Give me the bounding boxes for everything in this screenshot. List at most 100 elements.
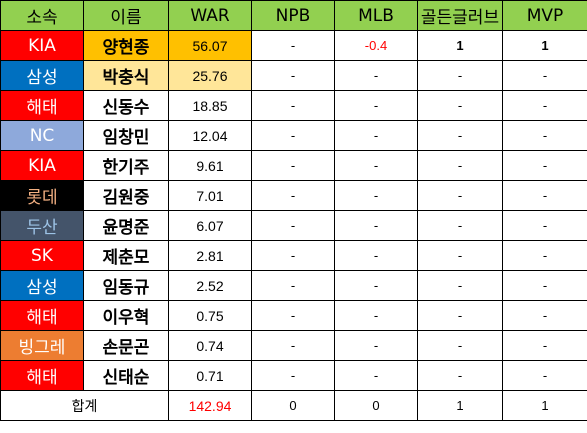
war-cell[interactable]: 2.81 bbox=[168, 240, 252, 271]
player-name-cell[interactable]: 박충식 bbox=[83, 60, 169, 91]
war-cell[interactable]: 12.04 bbox=[168, 120, 252, 151]
mlb-cell[interactable]: - bbox=[334, 240, 418, 271]
total-war-cell[interactable]: 142.94 bbox=[168, 390, 252, 421]
mvp-cell[interactable]: - bbox=[502, 210, 587, 241]
npb-cell[interactable]: - bbox=[251, 60, 335, 91]
golden-glove-cell[interactable]: - bbox=[417, 300, 503, 331]
header-cell-war[interactable]: WAR bbox=[168, 0, 252, 31]
mlb-cell[interactable]: - bbox=[334, 60, 418, 91]
mvp-cell[interactable]: - bbox=[502, 90, 587, 121]
total-label-cell[interactable]: 합계 bbox=[0, 390, 169, 421]
npb-cell[interactable]: - bbox=[251, 360, 335, 391]
war-cell[interactable]: 2.52 bbox=[168, 270, 252, 301]
golden-glove-cell[interactable]: - bbox=[417, 360, 503, 391]
total-row: 합계 142.94 0 0 1 1 bbox=[0, 390, 587, 421]
player-name-cell[interactable]: 김원중 bbox=[83, 180, 169, 211]
golden-glove-cell[interactable]: - bbox=[417, 150, 503, 181]
mlb-cell[interactable]: - bbox=[334, 270, 418, 301]
golden-glove-cell[interactable]: - bbox=[417, 90, 503, 121]
war-cell[interactable]: 7.01 bbox=[168, 180, 252, 211]
npb-cell[interactable]: - bbox=[251, 240, 335, 271]
team-cell[interactable]: KIA bbox=[0, 30, 84, 61]
war-cell[interactable]: 0.75 bbox=[168, 300, 252, 331]
golden-glove-cell[interactable]: - bbox=[417, 330, 503, 361]
mvp-cell[interactable]: - bbox=[502, 240, 587, 271]
war-cell[interactable]: 56.07 bbox=[168, 30, 252, 61]
war-cell[interactable]: 18.85 bbox=[168, 90, 252, 121]
mvp-cell[interactable]: - bbox=[502, 270, 587, 301]
total-npb-cell[interactable]: 0 bbox=[251, 390, 335, 421]
mlb-cell[interactable]: - bbox=[334, 210, 418, 241]
team-cell[interactable]: NC bbox=[0, 120, 84, 151]
mlb-cell[interactable]: - bbox=[334, 150, 418, 181]
header-cell-name[interactable]: 이름 bbox=[83, 0, 169, 31]
team-cell[interactable]: 빙그레 bbox=[0, 330, 84, 361]
war-cell[interactable]: 6.07 bbox=[168, 210, 252, 241]
mvp-cell[interactable]: - bbox=[502, 360, 587, 391]
team-cell[interactable]: 롯데 bbox=[0, 180, 84, 211]
mvp-cell[interactable]: - bbox=[502, 330, 587, 361]
player-name-cell[interactable]: 신동수 bbox=[83, 90, 169, 121]
table-row: KIA 한기주 9.61- - - - bbox=[0, 150, 587, 181]
mvp-cell[interactable]: - bbox=[502, 60, 587, 91]
war-cell[interactable]: 25.76 bbox=[168, 60, 252, 91]
team-cell[interactable]: 해태 bbox=[0, 300, 84, 331]
total-mlb-cell[interactable]: 0 bbox=[334, 390, 418, 421]
npb-cell[interactable]: - bbox=[251, 150, 335, 181]
golden-glove-cell[interactable]: 1 bbox=[417, 30, 503, 61]
mvp-cell[interactable]: 1 bbox=[502, 30, 587, 61]
golden-glove-cell[interactable]: - bbox=[417, 240, 503, 271]
war-cell[interactable]: 0.71 bbox=[168, 360, 252, 391]
mlb-cell[interactable]: - bbox=[334, 180, 418, 211]
mvp-cell[interactable]: - bbox=[502, 150, 587, 181]
team-cell[interactable]: SK bbox=[0, 240, 84, 271]
npb-cell[interactable]: - bbox=[251, 270, 335, 301]
npb-cell[interactable]: - bbox=[251, 30, 335, 61]
team-cell[interactable]: 해태 bbox=[0, 90, 84, 121]
header-cell-golden-glove[interactable]: 골든글러브 bbox=[417, 0, 503, 31]
mvp-cell[interactable]: - bbox=[502, 120, 587, 151]
player-name-cell[interactable]: 신태순 bbox=[83, 360, 169, 391]
war-cell[interactable]: 9.61 bbox=[168, 150, 252, 181]
mvp-cell[interactable]: - bbox=[502, 300, 587, 331]
mlb-cell[interactable]: - bbox=[334, 330, 418, 361]
player-name-cell[interactable]: 제춘모 bbox=[83, 240, 169, 271]
war-cell[interactable]: 0.74 bbox=[168, 330, 252, 361]
golden-glove-cell[interactable]: - bbox=[417, 210, 503, 241]
npb-cell[interactable]: - bbox=[251, 330, 335, 361]
total-golden-glove-cell[interactable]: 1 bbox=[417, 390, 503, 421]
mlb-cell[interactable]: -0.4 bbox=[334, 30, 418, 61]
player-name-cell[interactable]: 임동규 bbox=[83, 270, 169, 301]
npb-cell[interactable]: - bbox=[251, 120, 335, 151]
team-cell[interactable]: 삼성 bbox=[0, 60, 84, 91]
player-name-cell[interactable]: 이우혁 bbox=[83, 300, 169, 331]
player-name-cell[interactable]: 양현종 bbox=[83, 30, 169, 61]
mlb-cell[interactable]: - bbox=[334, 300, 418, 331]
npb-cell[interactable]: - bbox=[251, 210, 335, 241]
team-cell[interactable]: 삼성 bbox=[0, 270, 84, 301]
player-name-cell[interactable]: 한기주 bbox=[83, 150, 169, 181]
header-cell-mlb[interactable]: MLB bbox=[334, 0, 418, 31]
team-cell[interactable]: 두산 bbox=[0, 210, 84, 241]
golden-glove-cell[interactable]: - bbox=[417, 270, 503, 301]
mlb-cell[interactable]: - bbox=[334, 90, 418, 121]
golden-glove-cell[interactable]: - bbox=[417, 180, 503, 211]
player-name-cell[interactable]: 윤명준 bbox=[83, 210, 169, 241]
golden-glove-cell[interactable]: - bbox=[417, 60, 503, 91]
header-cell-npb[interactable]: NPB bbox=[251, 0, 335, 31]
npb-cell[interactable]: - bbox=[251, 180, 335, 211]
team-cell[interactable]: KIA bbox=[0, 150, 84, 181]
npb-cell[interactable]: - bbox=[251, 300, 335, 331]
header-cell-team[interactable]: 소속 bbox=[0, 0, 84, 31]
npb-cell[interactable]: - bbox=[251, 90, 335, 121]
mlb-cell[interactable]: - bbox=[334, 360, 418, 391]
mvp-cell[interactable]: - bbox=[502, 180, 587, 211]
team-cell[interactable]: 해태 bbox=[0, 360, 84, 391]
player-name-cell[interactable]: 손문곤 bbox=[83, 330, 169, 361]
golden-glove-cell[interactable]: - bbox=[417, 120, 503, 151]
header-cell-mvp[interactable]: MVP bbox=[502, 0, 587, 31]
mlb-cell[interactable]: - bbox=[334, 120, 418, 151]
table-row: SK 제춘모 2.81- - - - bbox=[0, 240, 587, 271]
total-mvp-cell[interactable]: 1 bbox=[502, 390, 587, 421]
player-name-cell[interactable]: 임창민 bbox=[83, 120, 169, 151]
